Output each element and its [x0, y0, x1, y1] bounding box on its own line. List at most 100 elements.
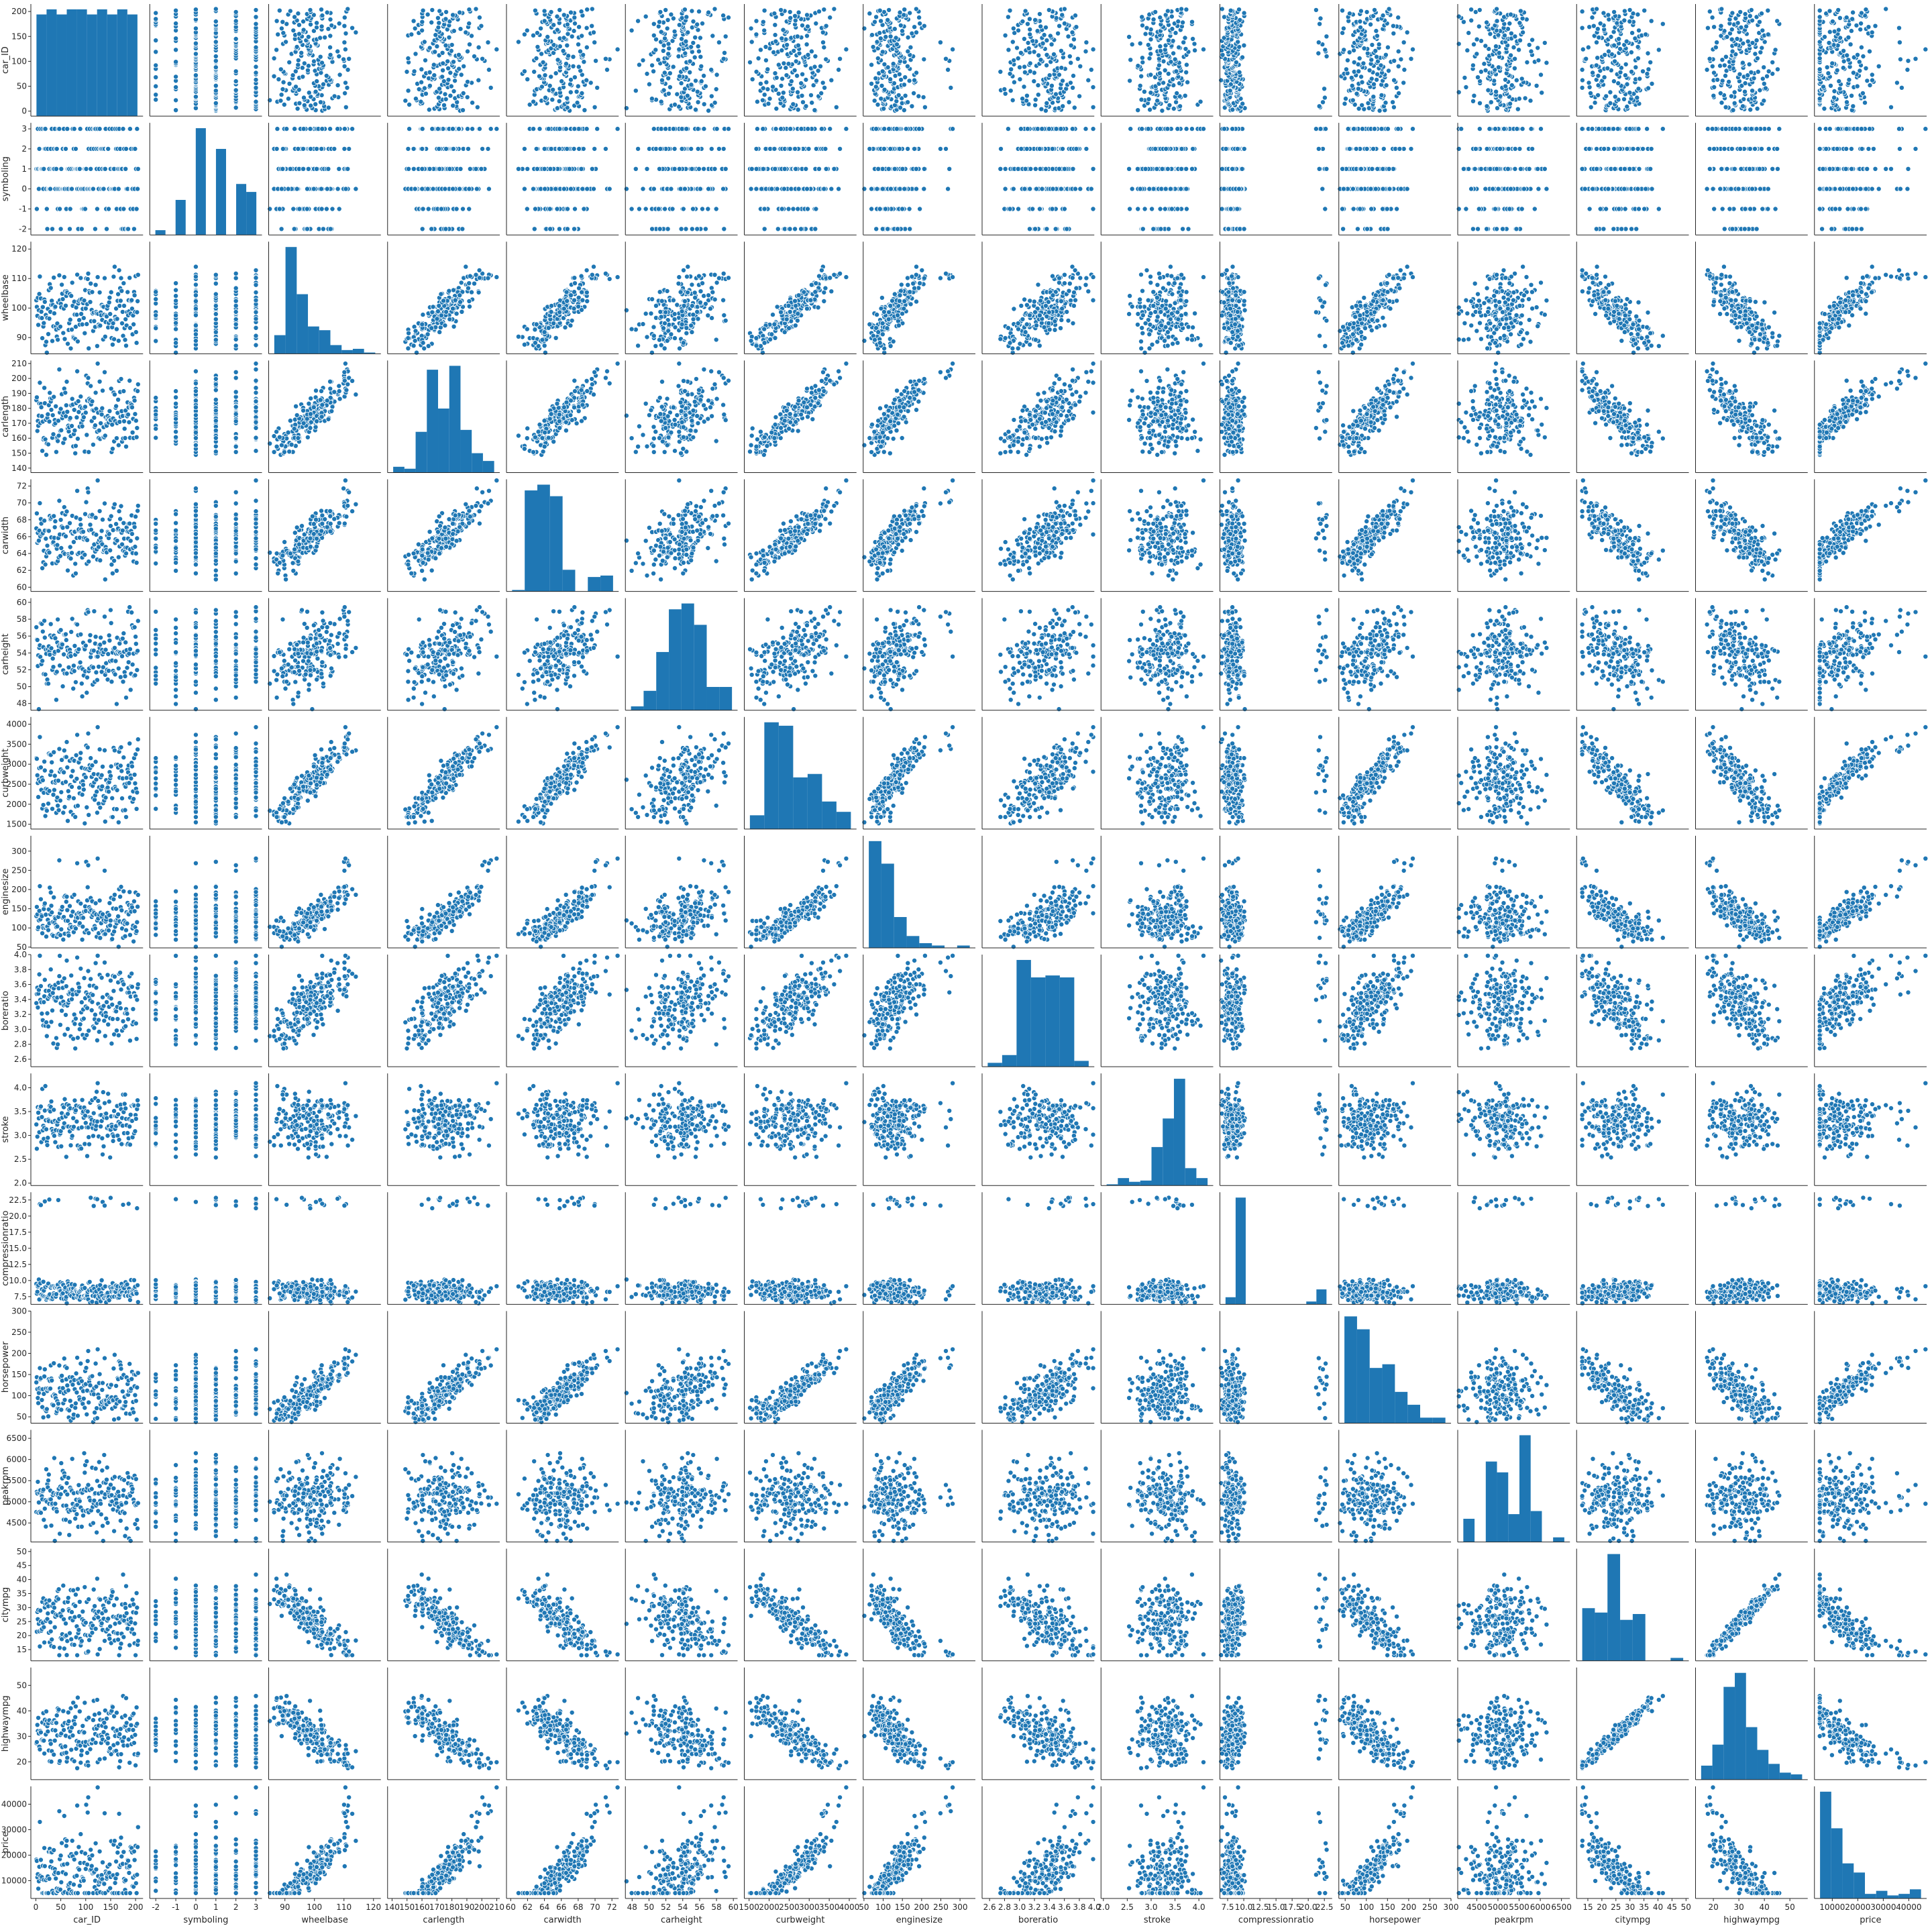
scatter-point: [834, 105, 839, 109]
scatter-point: [1352, 60, 1356, 64]
scatter-point: [1183, 93, 1187, 98]
scatter-point: [665, 26, 669, 31]
histogram-bar-boreratio-0: [987, 1063, 1002, 1067]
scatter-point: [409, 32, 414, 37]
scatter-point: [1074, 25, 1079, 30]
scatter-point: [1049, 83, 1054, 88]
scatter-point: [274, 19, 279, 23]
scatter-point: [637, 62, 641, 67]
histogram-bar-symboling-0: [156, 230, 166, 235]
scatter-point: [1139, 74, 1144, 78]
scatter-point: [1368, 22, 1373, 27]
scatter-point: [427, 107, 431, 112]
scatter-point: [682, 7, 687, 12]
scatter-point: [458, 10, 462, 15]
scatter-point: [574, 89, 579, 94]
scatter-point: [406, 89, 411, 93]
scatter-point: [1627, 91, 1632, 95]
scatter-point: [1059, 66, 1064, 70]
scatter-point: [1036, 83, 1040, 88]
scatter-point: [1401, 40, 1406, 45]
scatter-point: [1181, 20, 1185, 25]
scatter-point: [786, 62, 791, 66]
histogram-bar-wheelbase-3: [308, 327, 319, 354]
scatter-point: [780, 76, 785, 81]
histogram-bar-carlength-8: [483, 461, 494, 472]
scatter-point: [464, 30, 468, 35]
scatter-point: [663, 7, 668, 12]
scatter-point: [1621, 97, 1626, 101]
histogram-bar-wheelbase-0: [274, 335, 286, 354]
scatter-point: [1018, 77, 1022, 82]
scatter-point: [1166, 38, 1171, 43]
scatter-point: [279, 26, 284, 31]
histogram-bar-carlength-5: [449, 366, 461, 472]
scatter-point: [1596, 93, 1601, 97]
histogram-bar-horsepower-7: [1433, 1417, 1446, 1423]
scatter-point: [1635, 95, 1640, 100]
scatter-point: [914, 30, 918, 35]
scatter-point: [342, 64, 347, 68]
scatter-point: [1527, 42, 1532, 47]
scatter-point: [287, 60, 292, 64]
histogram-bar-carheight-0: [631, 706, 644, 710]
scatter-point: [1038, 24, 1043, 29]
scatter-point: [276, 77, 281, 82]
scatter-point: [254, 21, 258, 26]
scatter-point: [887, 7, 892, 12]
scatter-point: [578, 49, 582, 54]
scatter-point: [213, 54, 218, 58]
scatter-point: [1012, 80, 1016, 85]
histogram-bar-stroke-1: [1118, 1178, 1129, 1185]
scatter-point: [315, 21, 319, 25]
histogram-bar-price-5: [1876, 1891, 1888, 1898]
scatter-point: [313, 89, 318, 94]
scatter-point: [1138, 83, 1142, 88]
histogram-bar-boreratio-3: [1031, 977, 1046, 1067]
scatter-point: [1538, 72, 1543, 77]
scatter-point: [755, 99, 759, 104]
scatter-point: [804, 42, 809, 47]
scatter-point: [714, 72, 719, 77]
histogram-bar-enginesize-3: [907, 936, 920, 948]
scatter-point: [1529, 49, 1534, 54]
scatter-point: [1397, 91, 1401, 95]
scatter-point: [281, 31, 286, 36]
scatter-point: [1014, 46, 1019, 50]
scatter-point: [1008, 89, 1013, 93]
scatter-point: [345, 85, 350, 90]
scatter-point: [254, 15, 258, 19]
scatter-point: [820, 30, 825, 35]
scatter-point: [296, 58, 301, 62]
scatter-point: [873, 85, 878, 89]
histogram-bar-stroke-4: [1152, 1147, 1163, 1185]
scatter-point: [1068, 80, 1073, 85]
scatter-point: [1171, 77, 1175, 82]
scatter-point: [1086, 78, 1091, 83]
scatter-point: [451, 29, 456, 34]
scatter-point: [296, 11, 301, 16]
scatter-point: [1175, 91, 1179, 95]
scatter-point: [1236, 40, 1240, 44]
histogram-bar-carheight-4: [682, 604, 694, 710]
scatter-point: [1536, 58, 1541, 62]
scatter-point: [1517, 38, 1522, 43]
scatter-point: [343, 80, 347, 85]
scatter-point: [1371, 95, 1376, 99]
scatter-point: [561, 13, 566, 17]
scatter-point: [669, 12, 674, 17]
scatter-point: [417, 87, 421, 91]
scatter-point: [320, 13, 325, 18]
scatter-point: [692, 55, 697, 60]
scatter-point: [555, 28, 559, 32]
scatter-point: [1167, 103, 1172, 107]
scatter-point: [879, 83, 884, 88]
histogram-bar-boreratio-4: [1045, 975, 1060, 1067]
scatter-point: [706, 10, 711, 15]
scatter-point: [549, 9, 553, 14]
scatter-point: [301, 95, 306, 100]
scatter-point: [1471, 42, 1476, 47]
scatter-point: [580, 34, 584, 38]
scatter-point: [1157, 63, 1161, 68]
scatter-point: [1062, 21, 1067, 25]
